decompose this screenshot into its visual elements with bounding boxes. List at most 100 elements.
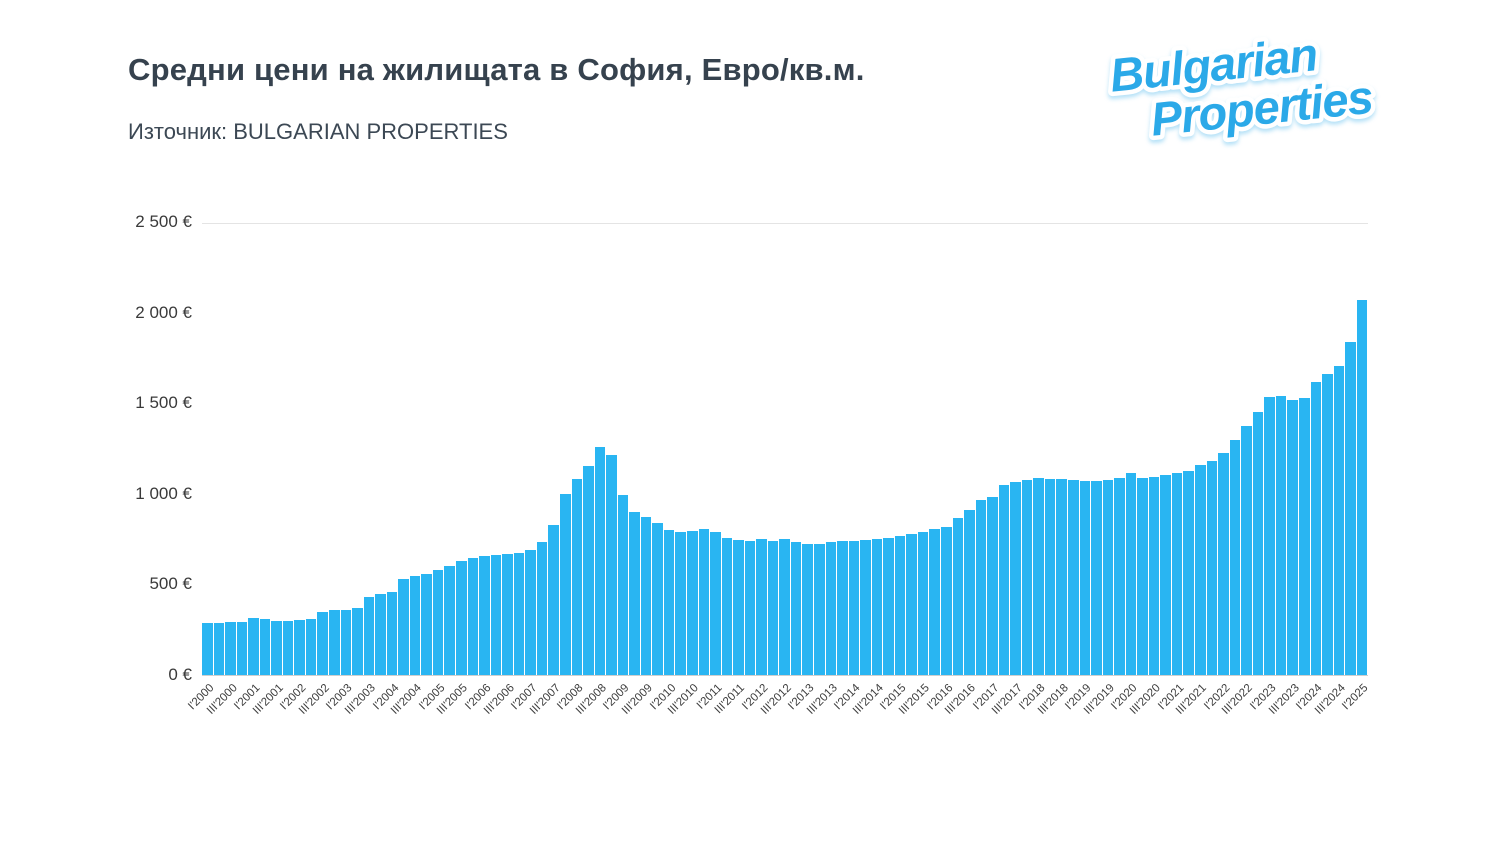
bar bbox=[906, 533, 917, 675]
bar bbox=[1287, 400, 1298, 675]
bar bbox=[352, 607, 363, 675]
bar bbox=[710, 532, 721, 675]
bar bbox=[917, 532, 929, 675]
bar bbox=[1114, 478, 1125, 675]
bar bbox=[998, 485, 1010, 675]
bar bbox=[952, 517, 964, 675]
bar bbox=[1333, 366, 1345, 675]
bar bbox=[744, 540, 756, 675]
bar bbox=[398, 579, 409, 675]
bar bbox=[675, 532, 686, 675]
bar bbox=[1160, 475, 1171, 675]
bar bbox=[790, 541, 802, 675]
bar bbox=[756, 539, 767, 675]
bar bbox=[721, 537, 733, 675]
bar bbox=[1021, 479, 1033, 675]
bar bbox=[305, 619, 317, 675]
bar bbox=[271, 620, 282, 675]
bar bbox=[490, 555, 502, 675]
bar bbox=[1310, 381, 1322, 675]
bar bbox=[386, 592, 398, 675]
bar bbox=[432, 570, 444, 675]
y-axis-label: 1 500 € bbox=[135, 393, 192, 413]
bar bbox=[1079, 481, 1091, 675]
y-axis-label: 0 € bbox=[168, 665, 192, 684]
bar bbox=[1345, 341, 1356, 675]
bar bbox=[1264, 396, 1275, 675]
bar bbox=[1056, 478, 1068, 675]
bar bbox=[733, 539, 744, 675]
bar bbox=[975, 499, 987, 675]
bar bbox=[837, 541, 848, 675]
bar bbox=[213, 623, 225, 675]
page-title: Средни цени на жилищата в София, Евро/кв… bbox=[128, 52, 865, 87]
bar bbox=[525, 549, 536, 675]
bar bbox=[479, 556, 490, 675]
bar bbox=[779, 538, 790, 675]
bar bbox=[1068, 479, 1079, 675]
bar bbox=[1298, 397, 1310, 675]
bar bbox=[848, 540, 860, 675]
brand-logo: Bulgarian Properties bbox=[1103, 26, 1380, 146]
bar bbox=[571, 479, 583, 675]
y-axis-label: 1 000 € bbox=[135, 483, 192, 503]
bar bbox=[294, 620, 305, 675]
bar-series bbox=[202, 224, 1368, 675]
bar bbox=[259, 618, 271, 675]
bar bbox=[594, 447, 606, 675]
bar bbox=[629, 511, 640, 675]
bar bbox=[1218, 452, 1229, 675]
bar bbox=[502, 554, 513, 675]
bar bbox=[375, 594, 386, 675]
bar bbox=[444, 566, 456, 675]
bar bbox=[421, 573, 432, 675]
bar bbox=[652, 522, 663, 675]
bar bbox=[536, 542, 548, 675]
bar bbox=[236, 621, 248, 675]
bar bbox=[1275, 395, 1287, 675]
y-axis-label: 500 € bbox=[149, 574, 192, 594]
bar bbox=[640, 517, 652, 675]
bar bbox=[860, 540, 871, 675]
bar bbox=[1102, 479, 1114, 675]
bar bbox=[225, 622, 236, 675]
bar bbox=[1171, 473, 1183, 675]
bar bbox=[513, 553, 525, 675]
source-label: Източник: BULGARIAN PROPERTIES bbox=[128, 119, 508, 144]
bar bbox=[1148, 476, 1160, 675]
bar bbox=[456, 561, 467, 675]
bar bbox=[559, 493, 571, 675]
bar bbox=[987, 496, 998, 675]
bar bbox=[363, 597, 375, 675]
bar bbox=[1010, 481, 1021, 675]
bar bbox=[883, 537, 894, 675]
bar bbox=[583, 465, 594, 675]
bar bbox=[340, 609, 352, 675]
bar bbox=[1091, 480, 1102, 675]
bar bbox=[1044, 479, 1056, 675]
bar bbox=[329, 610, 340, 675]
bar bbox=[409, 576, 421, 675]
y-axis: 0 € 500 € 1 000 € 1 500 € 2 000 € 2 500 € bbox=[135, 212, 202, 684]
bar bbox=[813, 544, 825, 675]
bar bbox=[617, 494, 629, 675]
bar bbox=[467, 558, 479, 675]
x-axis: I'2000 III'2000 I'2001 III'2001 I'2002 III'20… bbox=[186, 675, 1371, 765]
bar bbox=[248, 617, 259, 675]
bar bbox=[1195, 465, 1206, 675]
bar bbox=[929, 528, 940, 675]
bar bbox=[964, 510, 975, 675]
bar bbox=[941, 526, 952, 675]
bar bbox=[1322, 374, 1333, 675]
bar bbox=[1229, 440, 1241, 675]
bar bbox=[686, 531, 698, 675]
bar bbox=[802, 543, 813, 675]
bar bbox=[202, 622, 213, 675]
bar bbox=[1033, 478, 1044, 675]
price-chart: 0 € 500 € 1 000 € 1 500 € 2 000 € 2 500 € I'2… bbox=[135, 212, 1370, 717]
bar bbox=[894, 535, 906, 675]
bar bbox=[548, 525, 559, 675]
y-axis-label: 2 500 € bbox=[135, 212, 192, 231]
bar bbox=[1183, 470, 1195, 675]
bar bbox=[663, 529, 675, 675]
